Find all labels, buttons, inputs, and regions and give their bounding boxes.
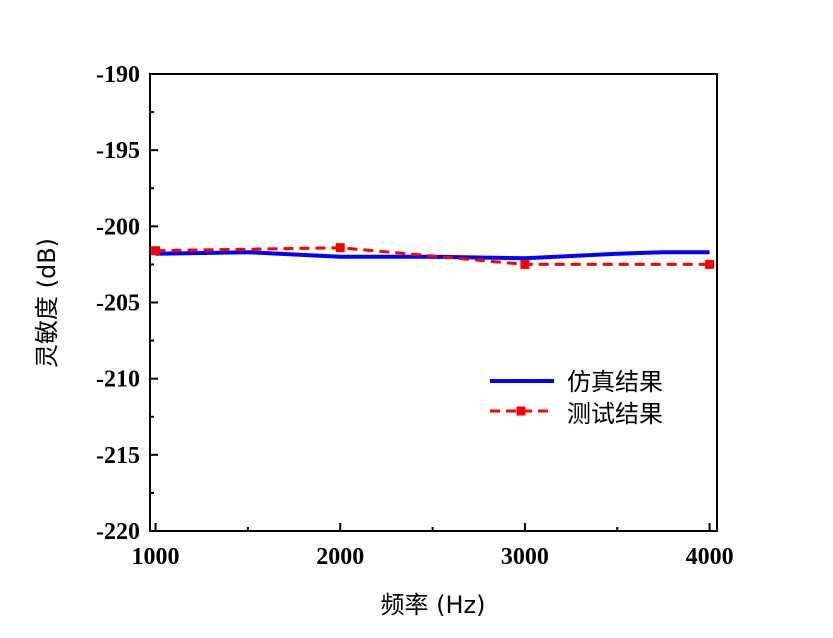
- ticks-layer: 1000 2000 3000 4000 -190 -195 -200 -205 -210 -215…: [96, 62, 734, 570]
- legend: 仿真结果 测试结果: [490, 368, 663, 428]
- x-tick-label: 4000: [686, 544, 734, 570]
- data-point: [705, 259, 715, 269]
- data-point: [520, 259, 530, 269]
- data-point: [335, 243, 345, 253]
- legend-marker-measured: [516, 406, 526, 416]
- legend-label-simulation: 仿真结果: [567, 368, 663, 396]
- x-tick-label: 1000: [132, 544, 180, 570]
- y-tick-label: -210: [96, 367, 140, 393]
- plot-frame: [149, 73, 718, 532]
- x-axis-title: 频率 (Hz): [381, 591, 486, 619]
- y-tick-label: -215: [96, 443, 140, 469]
- legend-label-measured: 测试结果: [567, 400, 663, 428]
- y-tick-label: -200: [96, 214, 140, 240]
- y-tick-label: -195: [96, 138, 140, 164]
- y-tick-label: -190: [96, 62, 140, 88]
- data-point: [151, 246, 161, 256]
- x-tick-label: 2000: [316, 544, 364, 570]
- series-line-1: [155, 246, 710, 266]
- series-layer: [151, 243, 715, 269]
- series-line-0: [155, 250, 710, 261]
- y-tick-label: -205: [96, 291, 140, 317]
- y-axis-title: 灵敏度 (dB): [33, 238, 61, 368]
- x-tick-label: 3000: [501, 544, 549, 570]
- y-tick-label: -220: [96, 519, 140, 545]
